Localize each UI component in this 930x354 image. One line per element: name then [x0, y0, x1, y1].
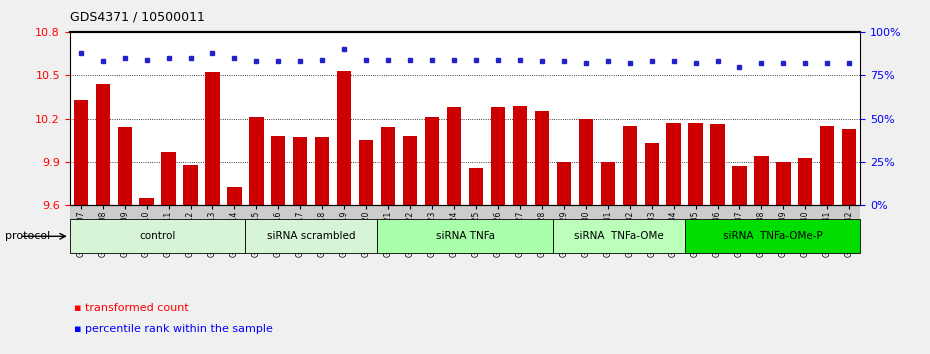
Bar	[798, 158, 813, 354]
Bar	[820, 126, 834, 354]
Bar	[73, 100, 87, 354]
Bar	[140, 198, 153, 354]
Bar	[754, 156, 768, 354]
FancyBboxPatch shape	[70, 219, 246, 253]
FancyBboxPatch shape	[378, 219, 552, 253]
Bar	[512, 105, 527, 354]
FancyBboxPatch shape	[552, 219, 684, 253]
Bar	[337, 71, 352, 354]
Bar	[535, 112, 549, 354]
Bar	[667, 123, 681, 354]
Bar	[601, 162, 615, 354]
Bar	[578, 119, 593, 354]
Bar	[162, 152, 176, 354]
Bar	[96, 84, 110, 354]
Text: ▪ percentile rank within the sample: ▪ percentile rank within the sample	[74, 324, 273, 334]
Bar	[688, 123, 703, 354]
Bar	[777, 162, 790, 354]
Bar	[711, 124, 724, 354]
Bar	[272, 136, 286, 354]
Bar	[622, 126, 637, 354]
Bar	[315, 137, 329, 354]
Bar	[227, 187, 242, 354]
Bar	[491, 107, 505, 354]
Bar	[117, 127, 132, 354]
Bar	[403, 136, 418, 354]
Text: ▪ transformed count: ▪ transformed count	[74, 303, 189, 313]
Bar	[293, 137, 308, 354]
Bar	[644, 143, 658, 354]
Text: control: control	[140, 231, 176, 241]
Bar	[381, 127, 395, 354]
Text: siRNA  TNFa-OMe: siRNA TNFa-OMe	[574, 231, 664, 241]
Bar	[732, 166, 747, 354]
Bar	[183, 165, 198, 354]
Text: siRNA  TNFa-OMe-P: siRNA TNFa-OMe-P	[723, 231, 822, 241]
Text: protocol: protocol	[5, 231, 50, 241]
Bar	[469, 168, 483, 354]
Bar	[206, 72, 219, 354]
Bar	[557, 162, 571, 354]
Text: GDS4371 / 10500011: GDS4371 / 10500011	[70, 11, 205, 24]
Text: siRNA scrambled: siRNA scrambled	[267, 231, 355, 241]
Bar	[447, 107, 461, 354]
Bar	[843, 129, 857, 354]
Bar	[359, 140, 373, 354]
Bar	[425, 117, 439, 354]
Text: siRNA TNFa: siRNA TNFa	[435, 231, 495, 241]
FancyBboxPatch shape	[246, 219, 378, 253]
FancyBboxPatch shape	[684, 219, 860, 253]
Bar	[249, 117, 263, 354]
